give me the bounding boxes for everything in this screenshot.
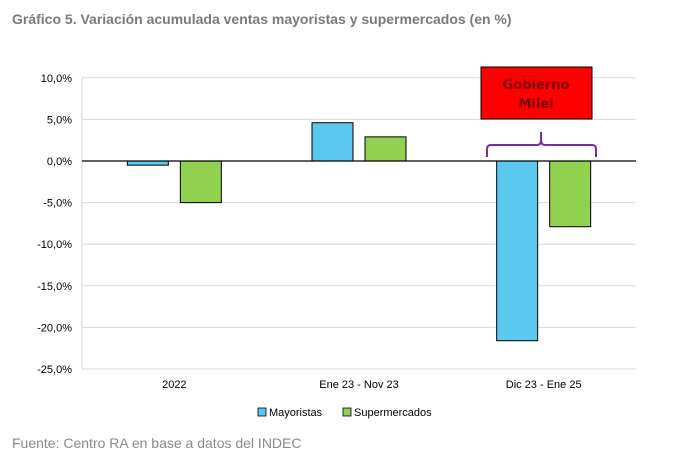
annotation-text: Gobierno — [503, 78, 570, 93]
legend-label: Mayoristas — [269, 407, 323, 419]
bar-supermercados — [364, 136, 407, 162]
y-tick-label: -10,0% — [37, 239, 72, 251]
y-tick-label: -25,0% — [37, 364, 72, 376]
y-tick-label: 5,0% — [47, 114, 72, 126]
annotation-box — [480, 66, 593, 120]
x-tick-label: 2022 — [162, 379, 186, 391]
y-tick-label: 10,0% — [41, 73, 72, 85]
legend-swatch — [257, 407, 267, 417]
bar-mayoristas — [311, 122, 354, 162]
bar-mayoristas — [496, 160, 539, 342]
chart-title: Gráfico 5. Variación acumulada ventas ma… — [12, 11, 512, 27]
brace-icon — [486, 132, 597, 157]
source-note: Fuente: Centro RA en base a datos del IN… — [12, 435, 302, 451]
y-tick-label: -5,0% — [43, 198, 72, 210]
x-tick-label: Dic 23 - Ene 25 — [506, 379, 582, 391]
bar-mayoristas — [126, 160, 169, 166]
y-tick-label: -15,0% — [37, 281, 72, 293]
y-tick-label: -20,0% — [37, 322, 72, 334]
annotation-text: Milei — [518, 97, 553, 112]
legend-swatch — [342, 407, 352, 417]
legend-label: Supermercados — [354, 407, 432, 419]
bar-supermercados — [179, 160, 222, 204]
x-tick-label: Ene 23 - Nov 23 — [319, 379, 399, 391]
y-tick-label: 0,0% — [47, 156, 72, 168]
bar-supermercados — [549, 160, 592, 228]
